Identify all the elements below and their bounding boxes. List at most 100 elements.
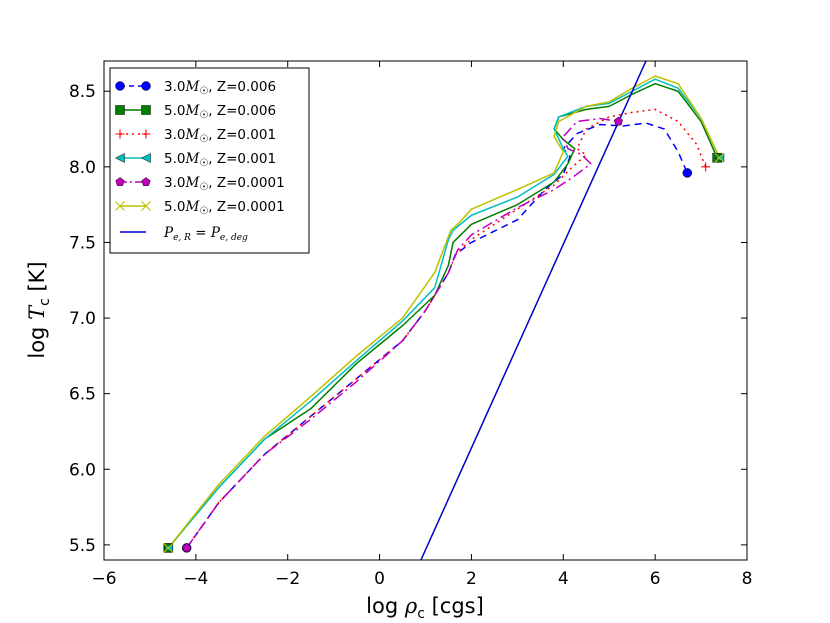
legend-label-6-eq: = bbox=[191, 225, 211, 241]
legend-box bbox=[109, 67, 310, 254]
plot-frame bbox=[103, 60, 748, 561]
legend-label-1: 5.0M☉, Z=0.006 bbox=[164, 103, 276, 121]
legend-marker-right-5 bbox=[141, 201, 151, 211]
x-tick-label: −6 bbox=[91, 569, 116, 589]
legend-entry-3: 5.0M☉, Z=0.001 bbox=[114, 151, 276, 169]
legend-label-2: 3.0M☉, Z=0.001 bbox=[164, 127, 276, 145]
x-axis-label-sub: c bbox=[417, 606, 425, 622]
series-line-0 bbox=[186, 122, 688, 549]
legend-marker-left-1 bbox=[115, 105, 125, 115]
series-end-marker-2 bbox=[701, 162, 711, 172]
series-line-2 bbox=[186, 108, 707, 549]
series-line-6 bbox=[420, 61, 647, 560]
legend-marker-left-4 bbox=[115, 177, 125, 186]
legend-label-0-z: , Z=0.006 bbox=[208, 79, 276, 95]
y-tick-labels: 5.5 6.0 6.5 7.0 7.5 8.0 8.5 bbox=[69, 82, 96, 556]
legend-entry-6: Pe, R = Pe, deg bbox=[120, 225, 248, 243]
legend-label-4-sun: ☉ bbox=[199, 182, 208, 193]
legend-label-3-mass: 5.0 bbox=[164, 151, 185, 167]
x-tick-label: −4 bbox=[183, 569, 208, 589]
legend-label-3-z: , Z=0.001 bbox=[208, 151, 276, 167]
y-axis-label: log Tc [K] bbox=[25, 261, 53, 358]
legend-label-2-mass: 3.0 bbox=[164, 127, 185, 143]
legend-label-1-sun: ☉ bbox=[199, 110, 208, 121]
x-tick-label: 0 bbox=[374, 569, 385, 589]
y-tick-label: 8.0 bbox=[69, 158, 96, 178]
legend-label-1-mass: 5.0 bbox=[164, 103, 185, 119]
x-tick-label: 4 bbox=[558, 569, 569, 589]
legend-label-1-m: M bbox=[184, 103, 200, 119]
legend-marker-right-0 bbox=[141, 81, 151, 91]
legend-label-5-sun: ☉ bbox=[199, 206, 208, 217]
legend-label-6-p1: P bbox=[163, 225, 174, 241]
series-line-3 bbox=[167, 78, 721, 549]
legend-entry-5: 5.0M☉, Z=0.0001 bbox=[115, 199, 285, 217]
series-start-marker-5 bbox=[163, 543, 174, 553]
series-line-1 bbox=[167, 82, 718, 549]
legend-label-4-m: M bbox=[184, 175, 200, 191]
series-line-4 bbox=[186, 117, 619, 549]
legend-label-4-mass: 3.0 bbox=[164, 175, 185, 191]
legend-handle-5 bbox=[115, 201, 151, 211]
legend-label-5: 5.0M☉, Z=0.0001 bbox=[164, 199, 285, 217]
legend-entry-4: 3.0M☉, Z=0.0001 bbox=[115, 175, 285, 193]
legend-label-5-mass: 5.0 bbox=[164, 199, 185, 215]
y-tick-label: 7.5 bbox=[69, 233, 96, 253]
y-axis-label-prefix: log bbox=[25, 320, 49, 359]
legend-label-4: 3.0M☉, Z=0.0001 bbox=[164, 175, 285, 193]
legend-label-3: 5.0M☉, Z=0.001 bbox=[164, 151, 276, 169]
legend-marker-right-1 bbox=[141, 105, 151, 115]
legend-label-1-z: , Z=0.006 bbox=[208, 103, 276, 119]
x-axis-label-symbol: ρ bbox=[404, 594, 418, 618]
legend-label-5-z: , Z=0.0001 bbox=[208, 199, 284, 215]
x-axis-label-suffix: [cgs] bbox=[425, 594, 484, 618]
legend-label-2-m: M bbox=[184, 127, 200, 143]
legend-entry-1: 5.0M☉, Z=0.006 bbox=[115, 103, 276, 121]
y-axis-label-symbol: T bbox=[25, 304, 49, 320]
series-start-marker-4 bbox=[182, 543, 192, 552]
y-axis-label-suffix: [K] bbox=[25, 261, 49, 298]
legend-marker-right-2 bbox=[141, 129, 151, 139]
legend-marker-right-3 bbox=[140, 153, 151, 163]
x-tick-label: −2 bbox=[275, 569, 300, 589]
legend-label-6-p1-sub: e, R bbox=[173, 233, 191, 243]
legend-label-5-m: M bbox=[184, 199, 200, 215]
x-tick-labels: −6 −4 −2 0 2 4 6 8 bbox=[91, 569, 752, 589]
legend-label-2-sun: ☉ bbox=[199, 134, 208, 145]
legend-marker-left-3 bbox=[114, 153, 125, 163]
legend-label-6-p2: P bbox=[210, 225, 221, 241]
legend-handle-3 bbox=[114, 153, 151, 163]
legend-marker-left-0 bbox=[115, 81, 125, 91]
y-tick-label: 7.0 bbox=[69, 309, 96, 329]
legend-marker-right-4 bbox=[141, 177, 151, 186]
legend-handle-2 bbox=[115, 129, 151, 139]
series-line-5 bbox=[167, 75, 721, 549]
y-axis-label-sub: c bbox=[37, 298, 53, 306]
legend-label-0-sun: ☉ bbox=[199, 86, 208, 97]
legend-label-0-m: M bbox=[184, 79, 200, 95]
y-tick-label: 5.5 bbox=[69, 536, 96, 556]
x-tick-label: 8 bbox=[742, 569, 753, 589]
legend-label-3-sun: ☉ bbox=[199, 158, 208, 169]
legend-label-0: 3.0M☉, Z=0.006 bbox=[164, 79, 276, 97]
x-axis-label-prefix: log bbox=[366, 594, 405, 618]
legend-marker-left-2 bbox=[115, 129, 125, 139]
y-tick-label: 8.5 bbox=[69, 82, 96, 102]
marker-layer bbox=[163, 116, 725, 553]
series-end-marker-0 bbox=[682, 168, 693, 178]
legend-label-4-z: , Z=0.0001 bbox=[208, 175, 284, 191]
y-tick-label: 6.5 bbox=[69, 385, 96, 405]
series-end-marker-4 bbox=[613, 116, 623, 126]
x-tick-label: 2 bbox=[466, 569, 477, 589]
series-layer bbox=[167, 61, 721, 560]
legend-label-6: Pe, R = Pe, deg bbox=[163, 225, 248, 243]
legend: 3.0M☉, Z=0.006 5.0M☉, Z=0.006 3.0M☉, Z=0… bbox=[109, 67, 310, 254]
legend-handle-0 bbox=[115, 81, 151, 91]
legend-marker-left-5 bbox=[115, 201, 125, 211]
legend-label-2-z: , Z=0.001 bbox=[208, 127, 276, 143]
legend-handle-1 bbox=[115, 105, 151, 115]
y-tick-label: 6.0 bbox=[69, 460, 96, 480]
legend-handle-4 bbox=[115, 177, 151, 186]
x-tick-label: 6 bbox=[650, 569, 661, 589]
